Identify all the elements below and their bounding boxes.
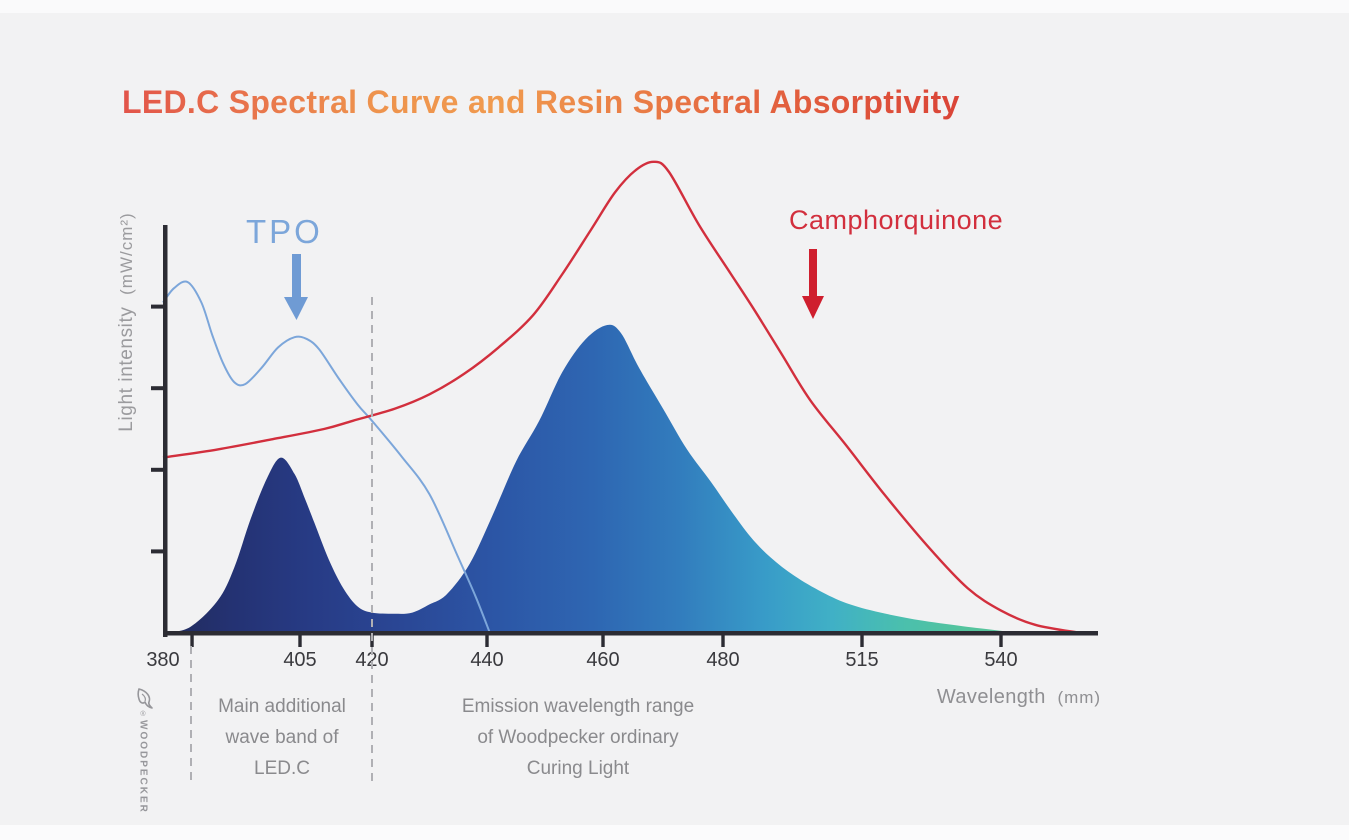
emission-note: Emission wavelength range of Woodpecker …	[461, 696, 695, 779]
band-note: Main additional wave band of LED.C	[218, 696, 346, 779]
y-axis-label-text: Light intensity	[116, 306, 137, 432]
x-axis-line	[163, 631, 1098, 636]
x-tick	[721, 635, 725, 647]
top-margin-strip	[0, 0, 1349, 13]
band-guide-line-420	[371, 297, 373, 784]
x-axis-label: Wavelength (mm)	[929, 686, 1109, 709]
tpo-label: TPO	[246, 213, 323, 250]
y-tick	[151, 386, 163, 391]
tpo-down-arrow-icon	[284, 254, 308, 320]
y-axis-unit	[117, 295, 136, 301]
woodpecker-logo: ® WOODPECKER	[122, 686, 164, 814]
registered-mark: ®	[140, 711, 146, 718]
x-tick	[485, 635, 489, 647]
y-axis-label: Light intensity (mW/cm²)	[116, 212, 138, 431]
x-tick-label: 405	[283, 649, 316, 671]
x-tick-label: 540	[984, 649, 1017, 671]
camphorquinone-down-arrow-icon	[802, 249, 824, 319]
tpo-curve	[162, 280, 491, 634]
plot-area: 380405420440460480515540	[146, 160, 1098, 671]
y-tick	[151, 467, 163, 472]
x-tick	[860, 635, 864, 647]
x-tick	[999, 635, 1003, 647]
x-tick-label: 440	[470, 649, 503, 671]
x-tick	[298, 635, 302, 647]
bottom-margin-strip	[0, 825, 1349, 840]
woodpecker-wordmark: WOODPECKER	[137, 720, 149, 814]
x-tick-label: 515	[845, 649, 878, 671]
led-emission-area	[165, 324, 1019, 633]
x-tick	[190, 635, 194, 647]
camphorquinone-label: Camphorquinone	[789, 205, 1004, 235]
x-axis-unit-text: (mm)	[1057, 688, 1102, 707]
y-tick	[151, 304, 163, 309]
y-axis-line	[163, 225, 168, 637]
x-tick-label: 380	[146, 649, 179, 671]
woodpecker-bird-icon	[137, 688, 153, 709]
x-tick-label: 480	[706, 649, 739, 671]
page-title: LED.C Spectral Curve and Resin Spectral …	[122, 84, 960, 120]
x-tick-label: 460	[586, 649, 619, 671]
camphorquinone-curve	[162, 160, 1082, 635]
y-tick	[151, 549, 163, 554]
x-axis-label-text: Wavelength	[936, 686, 1046, 708]
x-tick	[601, 635, 605, 647]
band-guide-line-left	[190, 646, 192, 784]
y-axis-unit-text: (mW/cm²)	[117, 212, 136, 295]
